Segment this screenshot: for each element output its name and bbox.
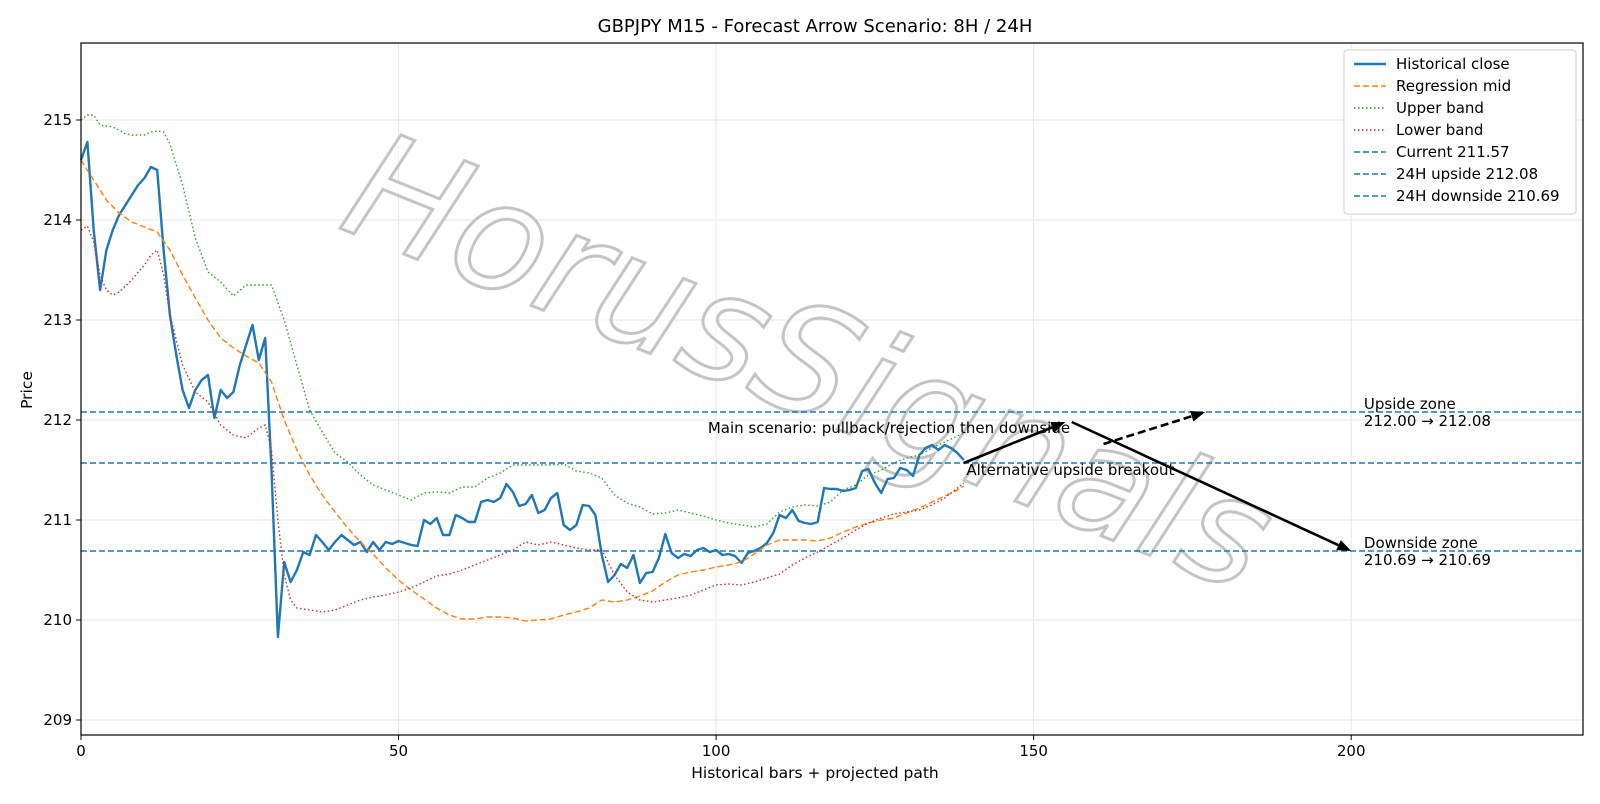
grid xyxy=(80,43,1583,735)
zone-title-upside: Upside zone xyxy=(1364,395,1456,413)
x-tick-label: 150 xyxy=(1019,742,1048,760)
reference-lines xyxy=(81,411,1583,552)
x-tick-label: 200 xyxy=(1337,742,1366,760)
series-line-1 xyxy=(79,140,965,639)
watermark-text: HorusSignals xyxy=(323,99,1295,627)
series-line-3 xyxy=(80,114,965,528)
legend-entry: Regression mid xyxy=(1396,77,1511,95)
annotation-main: Main scenario: pullback/rejection then d… xyxy=(708,419,1070,437)
chart-title: GBPJPY M15 - Forecast Arrow Scenario: 8H… xyxy=(598,16,1033,37)
plot-frame xyxy=(80,42,1584,736)
arrow-layer xyxy=(963,411,1352,551)
annotation-layer: Main scenario: pullback/rejection then d… xyxy=(708,395,1491,569)
series-line-2 xyxy=(80,159,965,622)
watermark-layer: HorusSignals xyxy=(321,97,1296,628)
y-tick-label: 213 xyxy=(43,311,72,329)
x-tick-label: 100 xyxy=(702,742,731,760)
series-layer xyxy=(79,114,965,639)
y-tick-label: 214 xyxy=(43,211,72,229)
axes: 0 50 100 150 200 209 210 211 212 213 214 215 xyxy=(43,42,1584,760)
x-tick-label: 0 xyxy=(76,742,86,760)
y-tick-label: 212 xyxy=(43,411,72,429)
annotation-alt: Alternative upside breakout xyxy=(966,461,1174,479)
legend-entry: Historical close xyxy=(1396,55,1510,73)
y-tick-label: 211 xyxy=(43,511,72,529)
y-tick-label: 210 xyxy=(43,611,72,629)
arrow-head-alt-up xyxy=(1190,411,1206,422)
legend-entry: Current 211.57 xyxy=(1396,143,1510,161)
x-axis-label: Historical bars + projected path xyxy=(691,764,939,782)
zone-range-downside: 210.69 → 210.69 xyxy=(1364,551,1491,569)
legend-entry: Upper band xyxy=(1396,99,1484,117)
arrow-head-main-down xyxy=(1336,540,1352,551)
arrow-shaft-main-down xyxy=(1071,420,1340,547)
zone-range-upside: 212.00 → 212.08 xyxy=(1364,412,1491,430)
zone-title-downside: Downside zone xyxy=(1364,534,1478,552)
y-tick-label: 209 xyxy=(43,711,72,729)
legend-entry: Lower band xyxy=(1396,121,1483,139)
legend: Historical close Regression mid Upper band… xyxy=(1343,49,1577,215)
x-tick-label: 50 xyxy=(389,742,408,760)
y-axis-label: Price xyxy=(18,371,36,409)
arrow-head-main-up xyxy=(1050,422,1066,433)
arrow-shaft-alt-up xyxy=(1103,414,1193,446)
legend-entry: 24H upside 212.08 xyxy=(1396,165,1538,183)
legend-entry: 24H downside 210.69 xyxy=(1396,187,1560,205)
y-tick-label: 215 xyxy=(43,111,72,129)
arrow-shaft-main-up xyxy=(963,426,1053,465)
legend-box xyxy=(1343,49,1577,215)
